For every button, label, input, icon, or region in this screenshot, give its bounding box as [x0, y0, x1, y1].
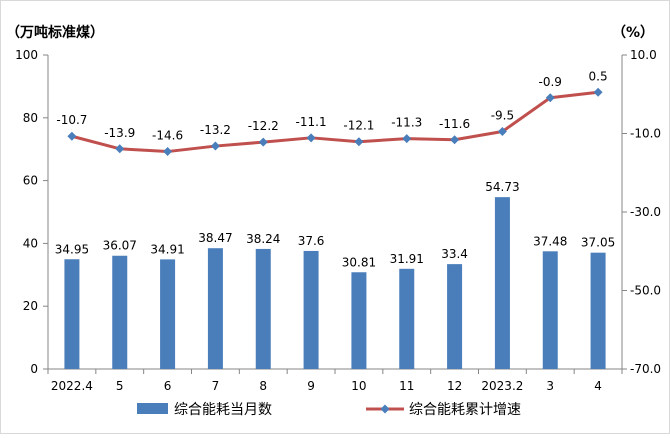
- bar: [303, 250, 319, 369]
- legend-bar-swatch: [137, 403, 168, 414]
- line-point: [402, 134, 412, 144]
- line-point: [210, 141, 220, 151]
- line-value-label: -12.1: [343, 119, 374, 133]
- right-tick-label: -70.0: [630, 362, 661, 376]
- bar-series: [64, 197, 606, 369]
- bar: [447, 264, 463, 369]
- x-tick-label: 6: [164, 379, 172, 393]
- x-tick-label: 8: [259, 379, 267, 393]
- line-point: [163, 147, 173, 157]
- bar-value-label: 38.47: [198, 231, 232, 245]
- line-point: [306, 133, 316, 143]
- right-tick-label: -10.0: [630, 127, 661, 141]
- line-value-label: -11.6: [439, 117, 470, 131]
- line-value-label: -11.1: [296, 115, 327, 129]
- line-series: [67, 87, 603, 157]
- legend: 综合能耗当月数 综合能耗累计增速: [137, 402, 521, 418]
- left-tick-label: 100: [15, 48, 38, 62]
- left-axis-title: （万吨标准煤）: [6, 24, 104, 41]
- bar: [160, 259, 176, 369]
- bar: [590, 252, 606, 369]
- line-value-label: -13.2: [200, 123, 231, 137]
- line-point: [258, 137, 268, 147]
- right-axis-title: （%）: [612, 25, 654, 41]
- bar-value-label: 54.73: [485, 180, 519, 194]
- left-tick-label: 0: [30, 362, 38, 376]
- line-point: [67, 131, 77, 141]
- bar: [255, 248, 271, 369]
- line-value-label: -14.6: [152, 129, 183, 143]
- bar-value-label: 37.6: [298, 234, 325, 248]
- line-value-label: -0.9: [539, 75, 562, 89]
- line-value-label: -11.3: [391, 116, 422, 130]
- left-tick-label: 40: [23, 236, 38, 250]
- x-tick-label: 12: [447, 379, 462, 393]
- left-tick-label: 80: [23, 111, 38, 125]
- bar-value-label: 30.81: [342, 255, 376, 269]
- line-point: [354, 137, 364, 147]
- line-point: [593, 87, 603, 97]
- right-tick-label: -50.0: [630, 284, 661, 298]
- left-tick-label: 20: [23, 299, 38, 313]
- line-value-label: -10.7: [56, 113, 87, 127]
- bar: [112, 255, 128, 369]
- bar: [64, 259, 80, 369]
- left-tick-label: 60: [23, 174, 38, 188]
- line-path: [71, 90, 599, 154]
- bar-value-label: 34.95: [55, 242, 89, 256]
- line-point: [497, 127, 507, 137]
- x-tick-label: 3: [546, 379, 554, 393]
- bar-value-label: 37.05: [581, 236, 615, 250]
- bar: [399, 268, 415, 369]
- line-value-label: -9.5: [491, 109, 514, 123]
- bar-value-label: 36.07: [103, 239, 137, 253]
- line-point: [545, 93, 555, 103]
- legend-bar-label: 综合能耗当月数: [174, 402, 272, 418]
- bar-value-label: 37.48: [533, 234, 567, 248]
- line-point: [450, 135, 460, 145]
- line-value-label: 0.5: [589, 69, 608, 83]
- bar: [207, 248, 223, 369]
- x-tick-label: 2023.2: [481, 379, 523, 393]
- right-tick-label: 10.0: [630, 48, 657, 62]
- bar-value-label: 33.4: [441, 247, 468, 261]
- x-tick-label: 4: [594, 379, 602, 393]
- x-tick-label: 11: [399, 379, 414, 393]
- legend-line-label: 综合能耗累计增速: [409, 402, 521, 418]
- legend-line-marker: [380, 404, 390, 414]
- bar-value-label: 34.91: [150, 242, 184, 256]
- axes: 0 20 40 60 80 100 -70.0 -50.0 -30.0 -10.0 10.0 2022…: [15, 48, 661, 393]
- bar: [542, 251, 558, 369]
- x-tick-label: 2022.4: [51, 379, 93, 393]
- bar: [351, 272, 367, 369]
- line-point: [115, 144, 125, 154]
- bar-value-label: 31.91: [390, 252, 424, 266]
- data-labels: 34.95 36.07 34.91 38.47 38.24 37.6 30.81 31.91 3…: [55, 69, 616, 269]
- line-value-label: -12.2: [248, 119, 279, 133]
- x-tick-label: 9: [307, 379, 315, 393]
- right-tick-label: -30.0: [630, 205, 661, 219]
- bar: [494, 197, 510, 369]
- bar-value-label: 38.24: [246, 232, 280, 246]
- line-value-label: -13.9: [104, 126, 135, 140]
- x-tick-label: 7: [212, 379, 220, 393]
- x-tick-label: 10: [351, 379, 366, 393]
- x-tick-label: 5: [116, 379, 124, 393]
